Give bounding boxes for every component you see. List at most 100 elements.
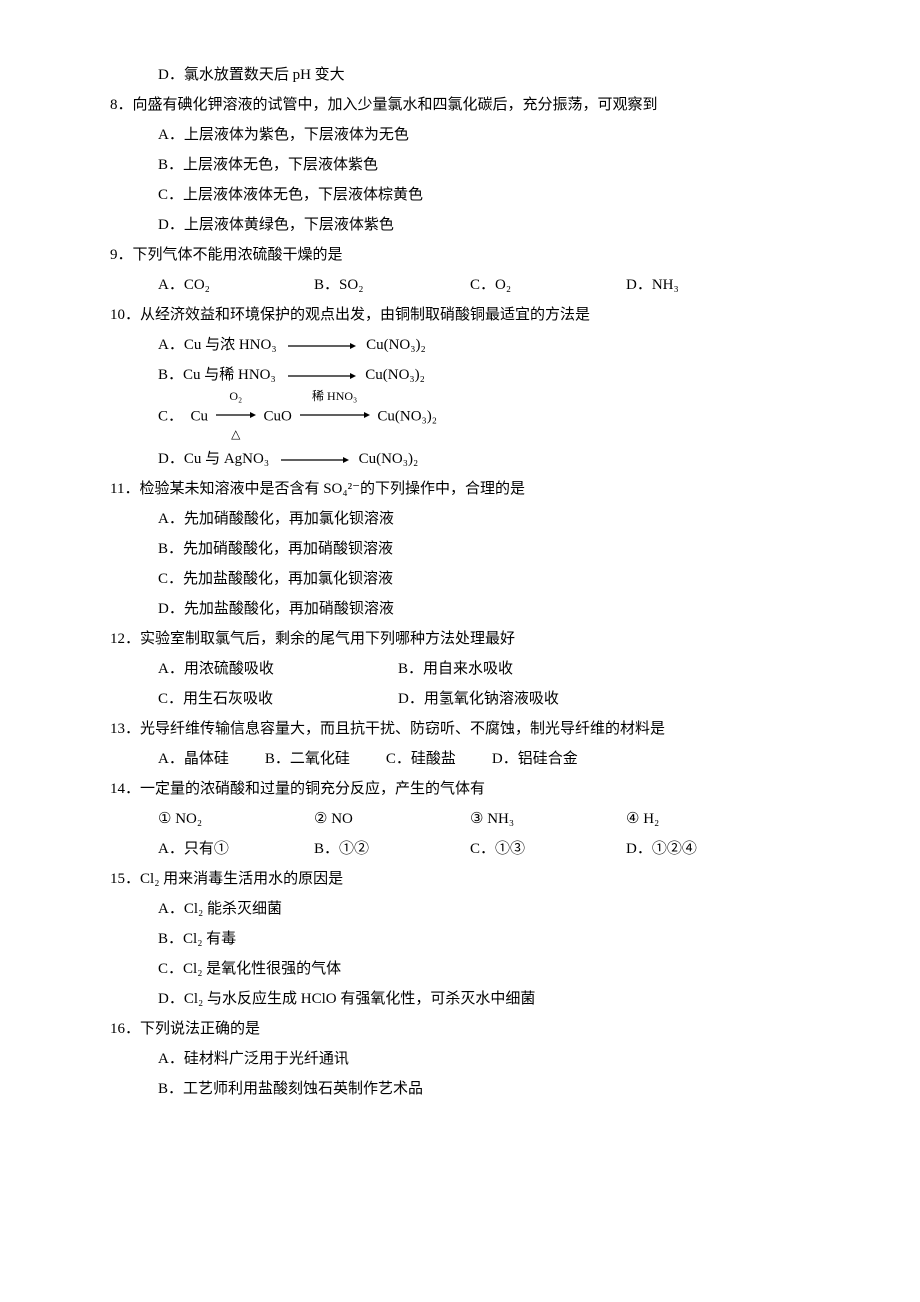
qnum: 12．	[110, 624, 140, 654]
opt-text: 上层液体液体无色，下层液体棕黄色	[183, 187, 423, 203]
option-c: C．上层液体液体无色，下层液体棕黄色	[158, 180, 810, 210]
option-b: B．先加硝酸酸化，再加硝酸钡溶液	[158, 534, 810, 564]
option-c: C．①③	[470, 834, 590, 864]
stem-text: 下列气体不能用浓硫酸干燥的是	[133, 247, 343, 263]
option-d: D．NH₃	[626, 270, 746, 300]
question-8: 8．向盛有碘化钾溶液的试管中，加入少量氯水和四氯化碳后，充分振荡，可观察到 A．…	[110, 90, 810, 240]
option-b: B．二氧化硅	[265, 744, 350, 774]
qnum: 13．	[110, 714, 140, 744]
opt-text: 上层液体无色，下层液体紫色	[183, 157, 378, 173]
items-row: ① NO₂ ② NO ③ NH₃ ④ H₂	[158, 804, 810, 834]
option-b: B．上层液体无色，下层液体紫色	[158, 150, 810, 180]
opt-label: D．	[158, 67, 184, 83]
product: Cu(NO₃)₂	[359, 451, 419, 467]
option-a: A．晶体硅	[158, 744, 229, 774]
option-a: A．只有①	[158, 834, 278, 864]
option-a: A．先加硝酸酸化，再加氯化钡溶液	[158, 504, 810, 534]
opt-label: D．	[158, 217, 184, 233]
options-row: A．晶体硅 B．二氧化硅 C．硅酸盐 D．铝硅合金	[158, 744, 810, 774]
stem-text: Cl₂ 用来消毒生活用水的原因是	[140, 871, 343, 887]
stem: 16．下列说法正确的是	[110, 1014, 810, 1044]
option-c: C．硅酸盐	[386, 744, 456, 774]
intermediate: CuO	[264, 408, 292, 424]
stem: 8．向盛有碘化钾溶液的试管中，加入少量氯水和四氯化碳后，充分振荡，可观察到	[110, 90, 810, 120]
condition-arrow-2: 稀 HNO₃	[300, 388, 370, 442]
qnum: 9．	[110, 240, 133, 270]
arrow-icon	[286, 371, 356, 381]
opt-label: D．	[158, 451, 184, 467]
option-a: A．Cu 与浓 HNO₃ Cu(NO₃)₂	[158, 330, 810, 360]
option-d: D．用氢氧化钠溶液吸收	[398, 684, 638, 714]
question-10: 10．从经济效益和环境保护的观点出发，由铜制取硝酸铜最适宜的方法是 A．Cu 与…	[110, 300, 810, 474]
reactant: Cu 与稀 HNO₃	[183, 367, 276, 383]
option-d: D．①②④	[626, 834, 746, 864]
qnum: 16．	[110, 1014, 140, 1044]
question-15: 15．Cl₂ 用来消毒生活用水的原因是 A．Cl₂ 能杀灭细菌 B．Cl₂ 有毒…	[110, 864, 810, 1014]
stem: 12．实验室制取氯气后，剩余的尾气用下列哪种方法处理最好	[110, 624, 810, 654]
option-c: C．用生石灰吸收	[158, 684, 398, 714]
option-b: B．工艺师利用盐酸刻蚀石英制作艺术品	[158, 1074, 810, 1104]
option-a: A．硅材料广泛用于光纤通讯	[158, 1044, 810, 1074]
opt-text: 上层液体为紫色，下层液体为无色	[184, 127, 409, 143]
stem: 14．一定量的浓硝酸和过量的铜充分反应，产生的气体有	[110, 774, 810, 804]
option-d: D．Cl₂ 与水反应生成 HClO 有强氧化性，可杀灭水中细菌	[158, 984, 810, 1014]
item-1: ① NO₂	[158, 804, 278, 834]
option-a: A．用浓硫酸吸收	[158, 654, 398, 684]
question-12: 12．实验室制取氯气后，剩余的尾气用下列哪种方法处理最好 A．用浓硫酸吸收 B．…	[110, 624, 810, 714]
stem: 10．从经济效益和环境保护的观点出发，由铜制取硝酸铜最适宜的方法是	[110, 300, 810, 330]
question-14: 14．一定量的浓硝酸和过量的铜充分反应，产生的气体有 ① NO₂ ② NO ③ …	[110, 774, 810, 864]
stem: 15．Cl₂ 用来消毒生活用水的原因是	[110, 864, 810, 894]
reactant: Cu 与浓 HNO₃	[184, 337, 277, 353]
opt-label: C．	[158, 408, 183, 424]
option-a: A．Cl₂ 能杀灭细菌	[158, 894, 810, 924]
qnum: 10．	[110, 300, 140, 330]
qnum: 15．	[110, 864, 140, 894]
product: Cu(NO₃)₂	[366, 337, 426, 353]
arrow-top: O₂	[216, 390, 256, 402]
item-4: ④ H₂	[626, 804, 746, 834]
stem-text: 光导纤维传输信息容量大，而且抗干扰、防窃听、不腐蚀，制光导纤维的材料是	[140, 721, 665, 737]
question-16: 16．下列说法正确的是 A．硅材料广泛用于光纤通讯 B．工艺师利用盐酸刻蚀石英制…	[110, 1014, 810, 1104]
reactant: Cu 与 AgNO₃	[184, 451, 269, 467]
option-b: B．SO₂	[314, 270, 434, 300]
opt-label: B．	[158, 367, 183, 383]
stem: 13．光导纤维传输信息容量大，而且抗干扰、防窃听、不腐蚀，制光导纤维的材料是	[110, 714, 810, 744]
opt-label: C．	[158, 187, 183, 203]
option-d: D．先加盐酸酸化，再加硝酸钡溶液	[158, 594, 810, 624]
option-b: B．Cu 与稀 HNO₃ Cu(NO₃)₂	[158, 360, 810, 390]
question-11: 11．检验某未知溶液中是否含有 SO₄²⁻的下列操作中，合理的是 A．先加硝酸酸…	[110, 474, 810, 624]
options-row-2: C．用生石灰吸收 D．用氢氧化钠溶液吸收	[158, 684, 810, 714]
option-c: C． Cu O₂ △ CuO 稀 HNO₃ Cu(NO₃)₂	[158, 390, 810, 444]
stem-text: 从经济效益和环境保护的观点出发，由铜制取硝酸铜最适宜的方法是	[140, 307, 590, 323]
stem: 11．检验某未知溶液中是否含有 SO₄²⁻的下列操作中，合理的是	[110, 474, 810, 504]
option-b: B．用自来水吸收	[398, 654, 638, 684]
opt-label: A．	[158, 337, 184, 353]
stem-text: 实验室制取氯气后，剩余的尾气用下列哪种方法处理最好	[140, 631, 515, 647]
option-a: A．上层液体为紫色，下层液体为无色	[158, 120, 810, 150]
option-7d: D．氯水放置数天后 pH 变大	[158, 60, 810, 90]
condition-arrow: O₂ △	[216, 388, 256, 442]
question-9: 9．下列气体不能用浓硫酸干燥的是 A．CO₂ B．SO₂ C．O₂ D．NH₃	[110, 240, 810, 300]
product: Cu(NO₃)₂	[365, 367, 425, 383]
arrow-top: 稀 HNO₃	[300, 390, 370, 402]
question-13: 13．光导纤维传输信息容量大，而且抗干扰、防窃听、不腐蚀，制光导纤维的材料是 A…	[110, 714, 810, 774]
opt-label: B．	[158, 157, 183, 173]
opt-text: 氯水放置数天后 pH 变大	[184, 67, 345, 83]
qnum: 8．	[110, 90, 133, 120]
stem-text: 一定量的浓硝酸和过量的铜充分反应，产生的气体有	[140, 781, 485, 797]
opt-label: A．	[158, 127, 184, 143]
options-row: A．只有① B．①② C．①③ D．①②④	[158, 834, 810, 864]
triangle-icon: △	[216, 428, 256, 440]
stem: 9．下列气体不能用浓硫酸干燥的是	[110, 240, 810, 270]
qnum: 14．	[110, 774, 140, 804]
item-2: ② NO	[314, 804, 434, 834]
option-b: B．①②	[314, 834, 434, 864]
option-c: C．Cl₂ 是氧化性很强的气体	[158, 954, 810, 984]
option-d: D．Cu 与 AgNO₃ Cu(NO₃)₂	[158, 444, 810, 474]
arrow-icon	[279, 455, 349, 465]
option-c: C．先加盐酸酸化，再加氯化钡溶液	[158, 564, 810, 594]
options-row: A．CO₂ B．SO₂ C．O₂ D．NH₃	[158, 270, 810, 300]
opt-text: 上层液体黄绿色，下层液体紫色	[184, 217, 394, 233]
stem-text: 下列说法正确的是	[140, 1021, 260, 1037]
reactant: Cu	[191, 408, 209, 424]
